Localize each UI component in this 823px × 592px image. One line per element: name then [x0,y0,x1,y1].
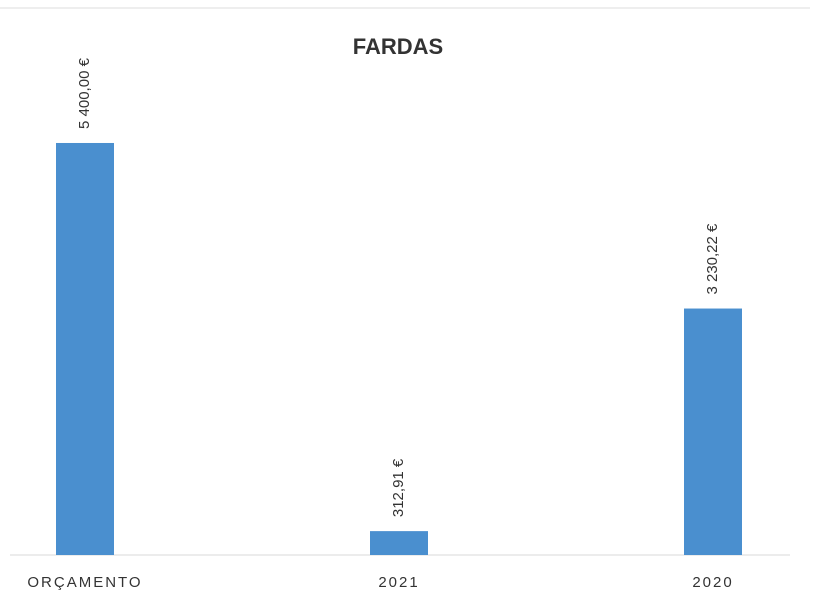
data-label: 312,91 € [390,458,407,517]
bar [370,531,428,555]
chart-title: FARDAS [353,34,443,59]
x-tick-label: 2021 [378,574,419,591]
data-label: 5 400,00 € [76,57,93,129]
bar [56,142,114,556]
x-tick-label: 2020 [692,574,733,591]
data-label: 3 230,22 € [704,223,721,295]
bar [684,308,742,555]
x-tick-label: ORÇAMENTO [27,574,142,591]
